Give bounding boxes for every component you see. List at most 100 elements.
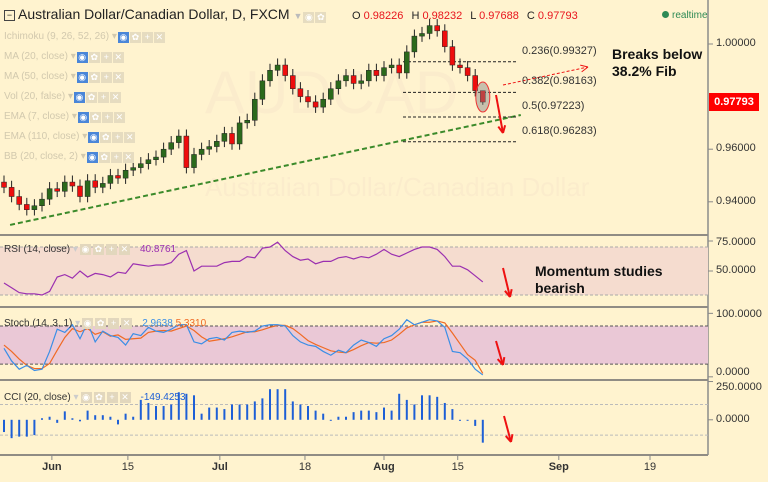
cci-bar [383, 407, 385, 420]
indicator-legend-item[interactable]: EMA (7, close) ▾ ◉ ✿ + ✕ [4, 111, 125, 123]
close-icon[interactable]: ✕ [153, 32, 165, 43]
candle-body [434, 25, 440, 32]
stoch-k-value: 2.9638 [142, 318, 173, 329]
chevron-down-icon[interactable]: ▾ [73, 392, 79, 403]
rsi-legend[interactable]: RSI (14, close) ▾ ◉ ✿ + ✕ 40.8761 [4, 244, 176, 255]
open-value: 0.98226 [363, 10, 404, 22]
cci-bar [208, 407, 211, 420]
close-icon[interactable]: ✕ [112, 72, 124, 83]
gear-icon[interactable]: ✿ [85, 92, 97, 103]
gear-icon[interactable]: ✿ [100, 132, 112, 143]
gear-icon[interactable]: ✿ [315, 12, 327, 23]
chevron-down-icon[interactable]: ▾ [82, 131, 88, 142]
gear-icon[interactable]: ✿ [92, 244, 104, 255]
chevron-down-icon[interactable]: ▾ [80, 151, 86, 162]
eye-icon[interactable]: ◉ [76, 52, 88, 63]
candle-body [335, 80, 342, 89]
cci-bar [307, 406, 309, 420]
cci-bar [124, 413, 127, 420]
candle-body [69, 181, 76, 187]
cci-bar [246, 404, 249, 420]
plus-icon[interactable]: + [108, 318, 120, 329]
close-icon[interactable]: ✕ [118, 244, 130, 255]
plus-icon[interactable]: + [106, 392, 118, 403]
indicator-legend-item[interactable]: Vol (20, false) ▾ ◉ ✿ + ✕ [4, 91, 121, 103]
gear-icon[interactable]: ✿ [129, 32, 141, 43]
rsi-down-arrow-head [504, 290, 511, 298]
cci-bar [276, 389, 279, 420]
candle-body [358, 80, 364, 84]
candle-body [366, 70, 372, 82]
eye-icon[interactable]: ◉ [82, 318, 94, 329]
cci-bar [48, 416, 51, 420]
cci-bar [215, 407, 218, 420]
indicator-legend-item[interactable]: BB (20, close, 2) ▾ ◉ ✿ + ✕ [4, 151, 134, 163]
gear-icon[interactable]: ✿ [88, 72, 100, 83]
close-icon[interactable]: ✕ [119, 392, 131, 403]
cci-bar [41, 418, 43, 420]
fib-level-label: 0.5(0.97223) [522, 100, 585, 113]
indicator-legend-item[interactable]: EMA (110, close) ▾ ◉ ✿ + ✕ [4, 131, 136, 143]
eye-icon[interactable]: ◉ [80, 392, 92, 403]
chevron-down-icon[interactable]: ▾ [75, 318, 81, 329]
rsi-band [0, 247, 708, 295]
plus-icon[interactable]: + [112, 132, 124, 143]
close-icon[interactable]: ✕ [112, 52, 124, 63]
cci-legend[interactable]: CCI (20, close) ▾ ◉ ✿ + ✕ -149.4253 [4, 392, 186, 403]
eye-icon[interactable]: ◉ [86, 152, 98, 163]
plus-icon[interactable]: + [97, 92, 109, 103]
chevron-down-icon[interactable]: ▾ [70, 51, 76, 62]
gear-icon[interactable]: ✿ [93, 392, 105, 403]
eye-icon[interactable]: ◉ [76, 72, 88, 83]
chevron-down-icon[interactable]: ▾ [71, 111, 77, 122]
candle-body [259, 80, 266, 100]
candle-body [77, 185, 83, 197]
rsi-down-arrow-head [509, 288, 513, 298]
candle-body [244, 120, 250, 124]
close-icon[interactable]: ✕ [121, 318, 133, 329]
plus-icon[interactable]: + [110, 152, 122, 163]
plus-icon[interactable]: + [105, 244, 117, 255]
candle-body [419, 33, 425, 37]
gear-icon[interactable]: ✿ [95, 318, 107, 329]
indicator-label: BB (20, close, 2) [4, 151, 78, 162]
plus-icon[interactable]: + [141, 32, 153, 43]
chevron-down-icon[interactable]: ▼ [293, 11, 303, 21]
cci-bar [56, 419, 59, 423]
cci-bar [155, 406, 157, 420]
chevron-down-icon[interactable]: ▾ [111, 31, 117, 42]
stoch-legend[interactable]: Stoch (14, 3, 1) ▾ ◉ ✿ + ✕ 2.9638 5.3310 [4, 318, 206, 329]
symbol-title[interactable]: Australian Dollar/Canadian Dollar, D, FX… [18, 6, 290, 22]
indicator-legend-item[interactable]: MA (50, close) ▾ ◉ ✿ + ✕ [4, 71, 124, 83]
y-tick-label: 100.0000 [716, 308, 762, 320]
eye-icon[interactable]: ◉ [303, 12, 315, 23]
minus-box-icon[interactable]: − [4, 10, 15, 21]
eye-icon[interactable]: ◉ [88, 132, 100, 143]
indicator-legend-item[interactable]: Ichimoku (9, 26, 52, 26) ▾ ◉ ✿ + ✕ [4, 31, 165, 43]
plus-icon[interactable]: + [100, 52, 112, 63]
eye-icon[interactable]: ◉ [79, 244, 91, 255]
gear-icon[interactable]: ✿ [98, 152, 110, 163]
plus-icon[interactable]: + [100, 72, 112, 83]
candle-body [373, 70, 380, 76]
close-icon[interactable]: ✕ [109, 92, 121, 103]
close-icon[interactable]: ✕ [124, 132, 136, 143]
plus-icon[interactable]: + [101, 112, 113, 123]
chevron-down-icon[interactable]: ▾ [72, 244, 78, 255]
gear-icon[interactable]: ✿ [89, 112, 101, 123]
cci-label: CCI (20, close) [4, 392, 71, 403]
eye-icon[interactable]: ◉ [73, 92, 85, 103]
eye-icon[interactable]: ◉ [117, 32, 129, 43]
cci-bar [94, 415, 97, 420]
close-icon[interactable]: ✕ [122, 152, 134, 163]
gear-icon[interactable]: ✿ [88, 52, 100, 63]
eye-icon[interactable]: ◉ [77, 112, 89, 123]
chevron-down-icon[interactable]: ▾ [67, 91, 73, 102]
indicator-legend-item[interactable]: MA (20, close) ▾ ◉ ✿ + ✕ [4, 51, 124, 63]
close-icon[interactable]: ✕ [113, 112, 125, 123]
cci-bar [170, 404, 173, 420]
cci-bar [329, 419, 332, 421]
chevron-down-icon[interactable]: ▾ [70, 71, 76, 82]
y-tick-label: 1.00000 [716, 37, 756, 49]
